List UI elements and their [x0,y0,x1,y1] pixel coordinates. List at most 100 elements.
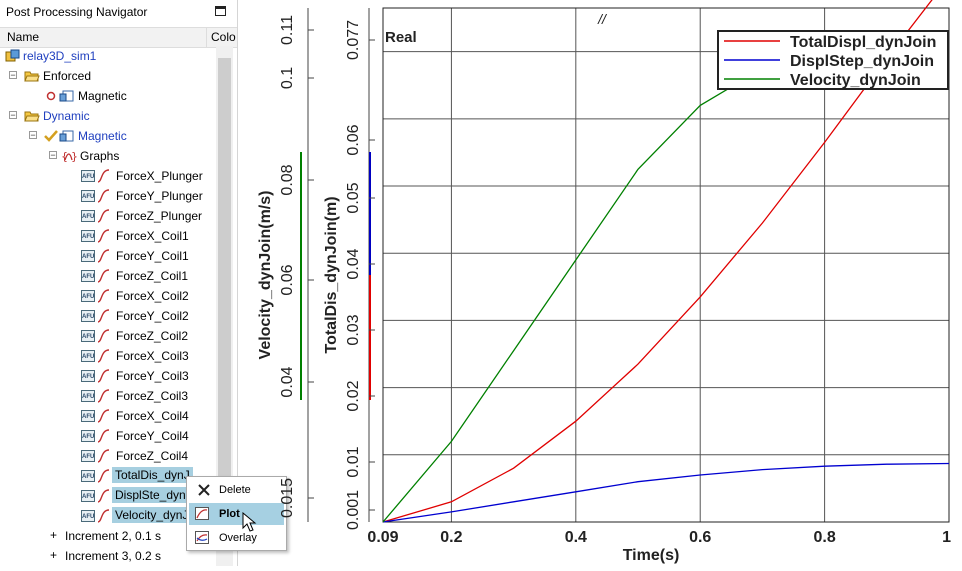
tree-node-label: ForceY_Coil2 [116,309,189,323]
x-tick-label: 0.09 [367,529,398,546]
tree-node-graph-item[interactable]: AFU ForceY_Coil4 [0,426,216,446]
graph-curve-icon [97,229,110,243]
menu-item-overlay[interactable]: Overlay [189,527,284,549]
context-menu: Delete Plot Overlay [186,476,287,551]
x-tick-label: 0.2 [440,529,462,546]
graph-curve-icon [97,209,110,223]
folder-open-icon [24,71,40,82]
graphs-icon: { } [61,150,77,163]
tree-node-graph-item[interactable]: AFU ForceX_Coil4 [0,406,216,426]
expand-icon[interactable]: + [50,528,58,542]
tree-node-graph-item[interactable]: AFU ForceY_Coil2 [0,306,216,326]
displacement-tick-label: 0.04 [345,248,362,279]
velocity-tick-label: 0.04 [279,366,296,397]
maximize-icon[interactable] [215,6,226,16]
tree-node-label: ForceY_Plunger [116,189,203,203]
plot-icon [195,507,209,520]
tree-node-graph-item[interactable]: AFU ForceZ_Coil1 [0,266,216,286]
graph-curve-icon [97,349,110,363]
tree-node-increment-3[interactable]: + Increment 3, 0.2 s [0,546,216,566]
tree-node-graph-item[interactable]: AFU ForceX_Coil1 [0,226,216,246]
column-separator[interactable] [206,28,207,47]
tree-node-graph-item[interactable]: AFU Velocity_dynJ [0,506,216,526]
tree-node-graphs[interactable]: − { } Graphs [0,146,216,166]
solution-icon [59,90,74,102]
xy-plot[interactable]: 0.015 0.04 0.06 0.08 0.1 0.11 Velocity_dynJoin… [248,0,962,566]
column-header: Name Colo [0,27,237,48]
vertical-scrollbar[interactable] [216,46,233,566]
graph-curve-icon [97,389,110,403]
afu-file-icon: AFU [81,230,95,242]
tree-node-label: ForceX_Plunger [116,169,203,183]
tree-node-label: ForceZ_Coil1 [116,269,189,283]
legend-label: DisplStep_dynJoin [790,53,934,70]
collapse-icon[interactable]: − [9,110,17,120]
column-color[interactable]: Colo [211,30,236,44]
tree-node-increment-2[interactable]: + Increment 2, 0.1 s [0,526,216,546]
tree-node-graph-item[interactable]: AFU ForceZ_Plunger [0,206,216,226]
afu-file-icon: AFU [81,330,95,342]
solution-icon [59,130,74,142]
displacement-axis-label: TotalDis_dynJoin(m) [323,196,340,353]
afu-file-icon: AFU [81,490,95,502]
displacement-tick-label: 0.01 [345,446,362,477]
tree-node-graph-item[interactable]: AFU ForceY_Coil1 [0,246,216,266]
displacement-tick-label: 0.077 [345,20,362,60]
tree-node-label: Increment 3, 0.2 s [65,549,162,563]
tree-node-label: Velocity_dynJ [112,507,192,523]
graph-curve-icon [97,289,110,303]
menu-item-label: Delete [219,484,251,496]
afu-file-icon: AFU [81,350,95,362]
plot-area[interactable]: 0.015 0.04 0.06 0.08 0.1 0.11 Velocity_dynJoin… [248,0,962,566]
afu-file-icon: AFU [81,170,95,182]
displacement-tick-label: 0.03 [345,314,362,345]
tree-node-sim[interactable]: relay3D_sim1 [0,46,216,66]
tree-node-graph-item[interactable]: AFU ForceX_Coil2 [0,286,216,306]
displacement-tick-label: 0.06 [345,124,362,155]
graph-curve-icon [97,329,110,343]
graph-curve-icon [97,249,110,263]
tree-node-dynamic-magnetic[interactable]: − Magnetic [0,126,216,146]
tree-node-graph-item[interactable]: AFU ForceZ_Coil3 [0,386,216,406]
graph-curve-icon [97,429,110,443]
tree-node-graph-item[interactable]: AFU ForceZ_Coil2 [0,326,216,346]
tree-node-graph-item[interactable]: AFU ForceY_Coil3 [0,366,216,386]
x-tick-label: 1 [942,529,951,546]
graph-curve-icon [97,409,110,423]
scrollbar-thumb[interactable] [218,58,231,498]
tree-node-label: ForceX_Coil2 [116,289,189,303]
graph-curve-icon [97,449,110,463]
tree-node-graph-item[interactable]: AFU DisplSte_dynJ [0,486,216,506]
tree-node-enforced-magnetic[interactable]: Magnetic [0,86,216,106]
expand-icon[interactable]: + [50,548,58,562]
column-name[interactable]: Name [7,30,40,44]
plot-frame [382,7,950,523]
collapse-icon[interactable]: − [49,150,57,160]
afu-file-icon: AFU [81,510,95,522]
tree-node-graph-item[interactable]: AFU ForceY_Plunger [0,186,216,206]
menu-item-delete[interactable]: Delete [189,479,284,501]
tree-node-graph-item[interactable]: AFU ForceZ_Coil4 [0,446,216,466]
tree-node-graph-item[interactable]: AFU TotalDis_dynJ [0,466,216,486]
menu-item-plot[interactable]: Plot [189,503,284,525]
graph-curve-icon [97,169,110,183]
navigator-tree: relay3D_sim1 − Enforced Magnetic − [0,46,237,566]
tree-node-enforced[interactable]: − Enforced [0,66,216,86]
simulation-icon [5,49,20,62]
tree-node-label: ForceZ_Plunger [116,209,203,223]
series-line-TotalDispl_dynJoin [382,0,933,523]
tree-node-label: ForceY_Coil4 [116,429,189,443]
velocity-axis-label: Velocity_dynJoin(m/s) [257,191,274,360]
tree-node-dynamic[interactable]: − Dynamic [0,106,216,126]
afu-file-icon: AFU [81,250,95,262]
graph-curve-icon [97,189,110,203]
collapse-icon[interactable]: − [29,130,37,140]
afu-file-icon: AFU [81,270,95,282]
tree-node-label: DisplSte_dynJ [112,487,195,503]
tree-node-label: ForceX_Coil3 [116,349,189,363]
tree-node-graph-item[interactable]: AFU ForceX_Plunger [0,166,216,186]
tree-node-label: relay3D_sim1 [23,49,97,63]
collapse-icon[interactable]: − [9,70,17,80]
tree-node-graph-item[interactable]: AFU ForceX_Coil3 [0,346,216,366]
tree-node-label: ForceY_Coil1 [116,249,189,263]
